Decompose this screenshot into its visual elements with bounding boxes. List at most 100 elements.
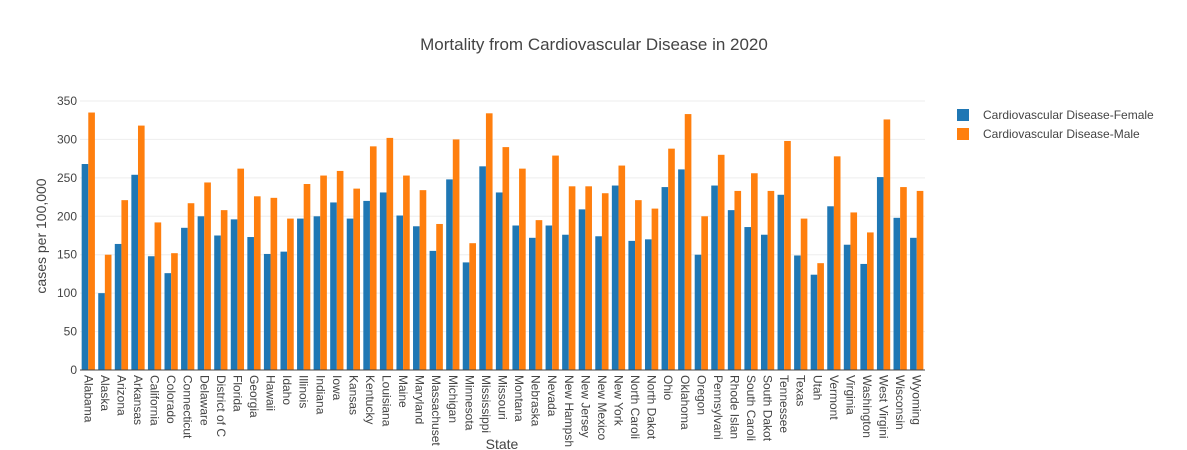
bar-female[interactable]	[545, 225, 553, 370]
bar-male[interactable]	[253, 196, 261, 370]
bar-female[interactable]	[429, 250, 437, 370]
bar-male[interactable]	[519, 168, 526, 370]
bar-male[interactable]	[717, 154, 725, 370]
bar-male[interactable]	[336, 170, 344, 370]
bar-female[interactable]	[462, 262, 470, 370]
bar-female[interactable]	[595, 236, 602, 370]
bar-female[interactable]	[893, 217, 901, 370]
bar-female[interactable]	[197, 216, 205, 370]
bar-female[interactable]	[379, 192, 387, 370]
bar-male[interactable]	[618, 165, 626, 370]
bar-male[interactable]	[237, 168, 245, 370]
bar-male[interactable]	[701, 216, 708, 370]
bar-female[interactable]	[694, 254, 702, 370]
bar-female[interactable]	[247, 237, 254, 370]
bar-male[interactable]	[552, 155, 559, 370]
bar-male[interactable]	[369, 146, 377, 370]
bar-male[interactable]	[469, 243, 476, 370]
bar-male[interactable]	[916, 190, 924, 370]
bar-male[interactable]	[436, 223, 443, 370]
bar-female[interactable]	[98, 293, 105, 370]
bar-female[interactable]	[578, 209, 586, 370]
bar-female[interactable]	[777, 194, 785, 370]
bar-male[interactable]	[270, 197, 278, 370]
bar-female[interactable]	[562, 234, 569, 370]
bar-female[interactable]	[131, 174, 138, 370]
bar-male[interactable]	[485, 113, 493, 371]
bar-female[interactable]	[794, 255, 801, 370]
bar-female[interactable]	[678, 169, 685, 370]
bar-female[interactable]	[711, 185, 718, 370]
bar-female[interactable]	[495, 192, 503, 370]
bar-female[interactable]	[330, 202, 337, 370]
bar-male[interactable]	[751, 173, 758, 370]
bar-female[interactable]	[363, 200, 370, 370]
bar-female[interactable]	[744, 227, 752, 370]
bar-male[interactable]	[585, 186, 592, 370]
bar-male[interactable]	[883, 119, 891, 370]
bar-female[interactable]	[413, 226, 420, 370]
bar-female[interactable]	[810, 274, 818, 370]
bar-female[interactable]	[910, 237, 917, 370]
bar-female[interactable]	[181, 227, 188, 370]
bar-female[interactable]	[760, 234, 768, 370]
bar-female[interactable]	[164, 273, 172, 370]
bar-female[interactable]	[876, 177, 884, 370]
bar-male[interactable]	[88, 112, 95, 370]
legend[interactable]: Cardiovascular Disease-Female Cardiovascu…	[957, 108, 1154, 141]
bar-female[interactable]	[644, 239, 652, 370]
bar-male[interactable]	[568, 186, 576, 370]
bar-female[interactable]	[297, 218, 304, 370]
bar-female[interactable]	[860, 263, 868, 370]
bar-male[interactable]	[668, 148, 675, 370]
bar-male[interactable]	[419, 190, 427, 370]
bar-male[interactable]	[800, 218, 808, 370]
bar-male[interactable]	[867, 232, 874, 370]
bar-male[interactable]	[303, 184, 311, 370]
bar-female[interactable]	[230, 219, 238, 370]
legend-label[interactable]: Cardiovascular Disease-Male	[983, 127, 1140, 141]
bar-male[interactable]	[784, 140, 791, 370]
bar-male[interactable]	[900, 187, 907, 370]
bar-male[interactable]	[452, 139, 460, 370]
bar-male[interactable]	[320, 175, 327, 370]
bar-female[interactable]	[313, 216, 321, 370]
bar-female[interactable]	[628, 240, 636, 370]
legend-swatch[interactable]	[957, 128, 969, 140]
bar-female[interactable]	[147, 256, 155, 370]
bar-female[interactable]	[843, 244, 851, 370]
legend-label[interactable]: Cardiovascular Disease-Female	[983, 108, 1154, 122]
bar-male[interactable]	[817, 263, 824, 370]
bar-female[interactable]	[446, 179, 453, 370]
bar-male[interactable]	[187, 203, 195, 370]
bar-male[interactable]	[601, 193, 609, 370]
bar-female[interactable]	[280, 251, 288, 370]
bar-male[interactable]	[386, 137, 394, 370]
bar-male[interactable]	[353, 188, 361, 370]
bar-female[interactable]	[263, 253, 271, 370]
bar-female[interactable]	[346, 218, 354, 370]
bar-female[interactable]	[529, 237, 536, 370]
bar-male[interactable]	[635, 200, 642, 370]
bar-male[interactable]	[684, 114, 692, 370]
bar-female[interactable]	[512, 225, 520, 370]
bar-female[interactable]	[114, 243, 122, 370]
bar-female[interactable]	[661, 187, 669, 370]
bar-female[interactable]	[479, 166, 486, 370]
bar-female[interactable]	[827, 206, 834, 370]
bar-male[interactable]	[171, 253, 178, 370]
bar-female[interactable]	[611, 185, 619, 370]
bar-male[interactable]	[734, 190, 742, 370]
bar-male[interactable]	[850, 212, 858, 370]
bar-male[interactable]	[535, 220, 543, 370]
bar-female[interactable]	[396, 215, 404, 370]
bar-male[interactable]	[137, 125, 145, 370]
bar-male[interactable]	[121, 200, 129, 370]
bar-female[interactable]	[81, 164, 89, 370]
bar-male[interactable]	[767, 190, 775, 370]
bar-male[interactable]	[833, 156, 841, 370]
bar-female[interactable]	[214, 235, 221, 371]
legend-swatch[interactable]	[957, 109, 969, 121]
bar-male[interactable]	[104, 254, 112, 370]
bar-male[interactable]	[287, 218, 294, 370]
